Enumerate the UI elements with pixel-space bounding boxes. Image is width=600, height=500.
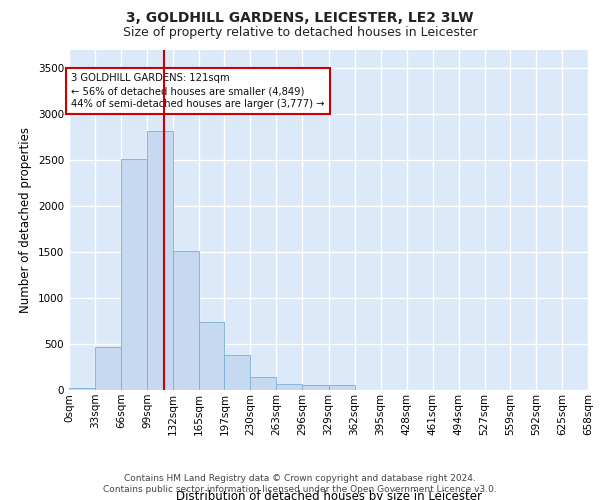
Bar — [95, 347, 121, 390]
Bar — [121, 160, 147, 390]
Text: 3, GOLDHILL GARDENS, LEICESTER, LE2 3LW: 3, GOLDHILL GARDENS, LEICESTER, LE2 3LW — [126, 11, 474, 25]
Bar — [277, 384, 302, 390]
Bar — [147, 131, 173, 390]
Text: Contains HM Land Registry data © Crown copyright and database right 2024.
Contai: Contains HM Land Registry data © Crown c… — [103, 474, 497, 494]
Y-axis label: Number of detached properties: Number of detached properties — [19, 127, 32, 313]
Bar — [199, 322, 224, 390]
Bar — [224, 354, 250, 390]
Bar — [173, 251, 199, 390]
X-axis label: Distribution of detached houses by size in Leicester: Distribution of detached houses by size … — [176, 490, 482, 500]
Bar — [69, 388, 95, 390]
Text: Size of property relative to detached houses in Leicester: Size of property relative to detached ho… — [122, 26, 478, 39]
Bar — [329, 385, 355, 390]
Bar — [250, 377, 277, 390]
Bar — [302, 385, 329, 390]
Text: 3 GOLDHILL GARDENS: 121sqm
← 56% of detached houses are smaller (4,849)
44% of s: 3 GOLDHILL GARDENS: 121sqm ← 56% of deta… — [71, 73, 325, 110]
